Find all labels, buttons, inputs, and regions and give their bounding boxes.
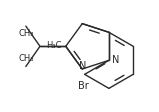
Text: N: N [112,55,119,65]
Text: Br: Br [78,81,89,91]
Text: H₃C: H₃C [47,41,62,50]
Text: CH₃: CH₃ [18,54,34,63]
Text: N: N [79,61,86,71]
Text: CH₃: CH₃ [18,29,34,38]
